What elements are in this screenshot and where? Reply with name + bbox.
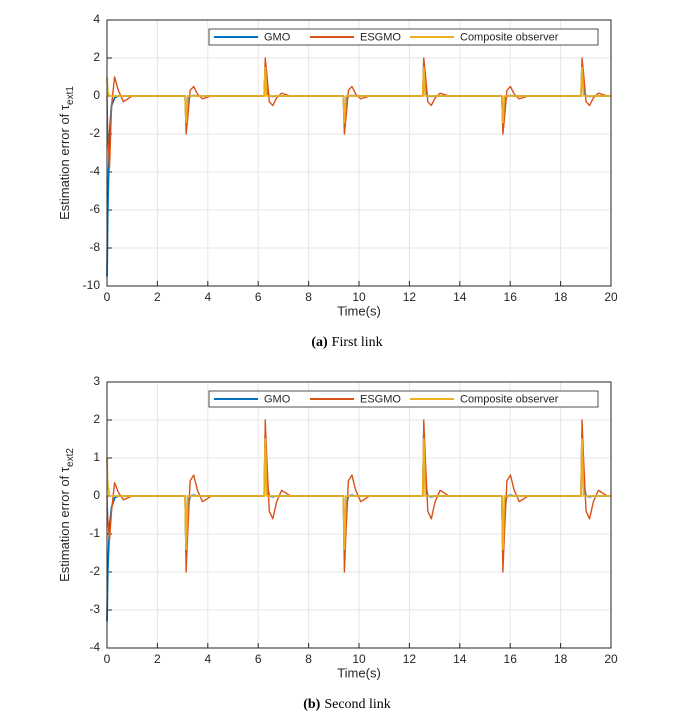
legend-label: Composite observer xyxy=(460,393,559,405)
x-tick-label: 0 xyxy=(104,290,111,304)
y-tick-label: 3 xyxy=(93,374,100,388)
caption-label: (b) xyxy=(303,697,320,712)
y-tick-label: -10 xyxy=(83,278,101,292)
y-tick-label: -1 xyxy=(89,526,100,540)
x-tick-label: 20 xyxy=(604,652,618,666)
legend-label: ESGMO xyxy=(360,393,401,405)
y-tick-label: -8 xyxy=(89,240,100,254)
x-tick-label: 16 xyxy=(504,652,518,666)
x-tick-label: 12 xyxy=(403,652,417,666)
x-tick-label: 12 xyxy=(403,290,417,304)
x-tick-label: 4 xyxy=(204,652,211,666)
legend-label: GMO xyxy=(264,393,291,405)
caption: (a) First link xyxy=(311,335,382,350)
y-tick-label: 0 xyxy=(93,88,100,102)
x-tick-label: 14 xyxy=(453,652,467,666)
plot-frame xyxy=(106,19,612,287)
y-axis-label: Estimation error of τext1 xyxy=(57,86,75,220)
legend-label: Composite observer xyxy=(460,31,559,43)
legend-box xyxy=(208,28,599,46)
y-tick-label: -4 xyxy=(89,640,100,654)
y-tick-label: -3 xyxy=(89,602,100,616)
x-axis-label: Time(s) xyxy=(337,665,381,680)
y-axis-label-main: Estimation error of τ xyxy=(57,104,72,220)
x-tick-label: 0 xyxy=(104,652,111,666)
y-axis-label-subscript: ext2 xyxy=(65,448,76,467)
x-tick-label: 18 xyxy=(554,652,568,666)
legend-label: ESGMO xyxy=(360,31,401,43)
y-tick-label: -4 xyxy=(89,164,100,178)
y-tick-label: -2 xyxy=(89,564,100,578)
x-tick-label: 4 xyxy=(204,290,211,304)
y-tick-label: 0 xyxy=(93,488,100,502)
legend-label: GMO xyxy=(264,31,291,43)
caption-label: (a) xyxy=(311,335,328,350)
x-tick-label: 10 xyxy=(352,290,366,304)
data-line xyxy=(106,66,611,124)
x-tick-label: 8 xyxy=(305,290,312,304)
caption-text: Second link xyxy=(324,697,391,712)
x-tick-label: 20 xyxy=(604,290,618,304)
x-tick-label: 2 xyxy=(154,652,161,666)
x-tick-label: 6 xyxy=(255,290,262,304)
y-tick-label: 2 xyxy=(93,50,100,64)
x-tick-label: 2 xyxy=(154,290,161,304)
x-tick-label: 6 xyxy=(255,652,262,666)
y-tick-label: 4 xyxy=(93,12,100,26)
data-line xyxy=(106,438,611,551)
legend-box xyxy=(208,390,599,408)
y-tick-label: -2 xyxy=(89,126,100,140)
y-axis-label: Estimation error of τext2 xyxy=(57,448,75,582)
plot-frame xyxy=(106,381,612,649)
caption-text: First link xyxy=(332,335,383,350)
x-tick-label: 14 xyxy=(453,290,467,304)
y-axis-label-main: Estimation error of τ xyxy=(57,466,72,582)
x-tick-label: 18 xyxy=(554,290,568,304)
y-tick-label: -6 xyxy=(89,202,100,216)
y-tick-label: 2 xyxy=(93,412,100,426)
caption: (b) Second link xyxy=(303,697,391,712)
x-tick-label: 8 xyxy=(305,652,312,666)
x-axis-label: Time(s) xyxy=(337,303,381,318)
y-axis-label-subscript: ext1 xyxy=(65,86,76,105)
x-tick-label: 10 xyxy=(352,652,366,666)
x-tick-label: 16 xyxy=(504,290,518,304)
y-tick-label: 1 xyxy=(93,450,100,464)
